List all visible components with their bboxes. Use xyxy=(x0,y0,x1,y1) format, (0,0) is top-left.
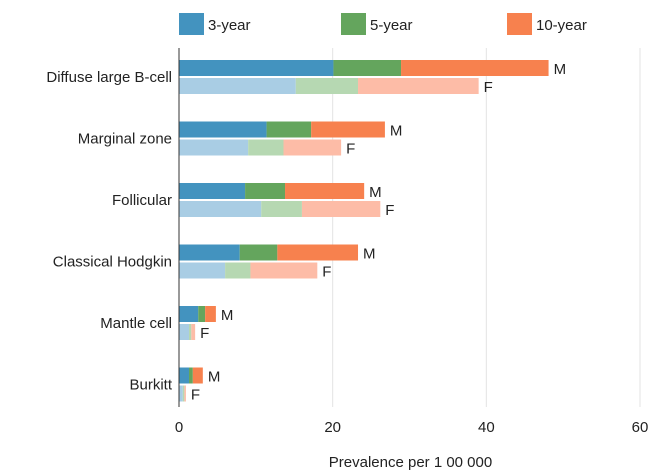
bar-follicular-m-10-year xyxy=(285,183,365,199)
bar-mantle-cell-m-3-year xyxy=(179,306,199,322)
x-tick-label-40: 40 xyxy=(478,419,495,436)
bar-mantle-cell-m-5-year xyxy=(198,306,206,322)
bar-diffuse-large-b-cell-m-5-year xyxy=(333,60,402,76)
x-tick-label-0: 0 xyxy=(175,419,183,436)
bar-follicular-m-5-year xyxy=(245,183,286,199)
category-label-diffuse-large-b-cell: Diffuse large B-cell xyxy=(46,69,172,86)
bar-mantle-cell-f-3-year xyxy=(179,324,189,340)
bar-classical-hodgkin-f-10-year xyxy=(250,262,318,279)
category-label-classical-hodgkin: Classical Hodgkin xyxy=(53,254,172,271)
bar-marginal-zone-f-10-year xyxy=(283,139,342,156)
legend-label-5-year: 5-year xyxy=(370,17,413,34)
x-tick-label-20: 20 xyxy=(324,419,341,436)
sex-label-diffuse-large-b-cell-f: F xyxy=(484,79,493,96)
bar-follicular-f-10-year xyxy=(301,201,381,217)
bar-burkitt-f-5-year xyxy=(182,385,185,402)
sex-label-classical-hodgkin-f: F xyxy=(322,264,331,281)
bar-burkitt-f-3-year xyxy=(179,385,183,402)
sex-label-burkitt-f: F xyxy=(191,387,200,404)
bar-classical-hodgkin-m-5-year xyxy=(239,244,278,261)
bar-marginal-zone-f-5-year xyxy=(248,139,284,156)
x-ticks: 0 20 40 60 xyxy=(175,419,649,436)
sex-label-follicular-m: M xyxy=(369,184,382,201)
bar-marginal-zone-m-3-year xyxy=(179,121,267,138)
bar-burkitt-m-3-year xyxy=(179,367,189,384)
legend: 3-year 5-year 10-year xyxy=(179,13,587,35)
gridlines xyxy=(332,48,641,407)
legend-swatch-5-year xyxy=(341,13,366,35)
bar-follicular-f-5-year xyxy=(261,201,302,217)
bar-mantle-cell-f-10-year xyxy=(191,324,196,340)
legend-label-3-year: 3-year xyxy=(208,17,251,34)
sex-label-mantle-cell-m: M xyxy=(221,307,234,324)
sex-label-classical-hodgkin-m: M xyxy=(363,246,376,263)
bar-marginal-zone-m-5-year xyxy=(266,121,312,138)
sex-label-burkitt-m: M xyxy=(208,369,221,386)
bar-diffuse-large-b-cell-f-3-year xyxy=(179,78,296,94)
category-label-follicular: Follicular xyxy=(112,192,172,209)
bar-diffuse-large-b-cell-m-3-year xyxy=(179,60,334,76)
bar-classical-hodgkin-m-10-year xyxy=(277,244,359,261)
x-axis-title: Prevalence per 1 00 000 xyxy=(329,454,492,471)
legend-swatch-10-year xyxy=(507,13,532,35)
bars xyxy=(179,60,549,402)
bar-burkitt-m-10-year xyxy=(192,367,203,384)
bar-mantle-cell-m-10-year xyxy=(205,306,216,322)
sex-label-marginal-zone-f: F xyxy=(346,141,355,158)
bar-classical-hodgkin-m-3-year xyxy=(179,244,240,261)
category-label-mantle-cell: Mantle cell xyxy=(100,315,172,332)
x-tick-label-60: 60 xyxy=(632,419,649,436)
sex-label-marginal-zone-m: M xyxy=(390,123,403,140)
bar-marginal-zone-f-3-year xyxy=(179,139,249,156)
bar-marginal-zone-m-10-year xyxy=(311,121,385,138)
category-labels: Diffuse large B-cell Marginal zone Follicu… xyxy=(46,69,172,394)
bar-classical-hodgkin-f-3-year xyxy=(179,262,226,279)
sex-label-mantle-cell-f: F xyxy=(200,325,209,342)
sex-label-diffuse-large-b-cell-m: M xyxy=(554,61,567,78)
sex-label-follicular-f: F xyxy=(385,202,394,219)
bar-diffuse-large-b-cell-m-10-year xyxy=(401,60,549,76)
bar-classical-hodgkin-f-5-year xyxy=(225,262,251,279)
bar-burkitt-f-10-year xyxy=(184,385,186,402)
legend-label-10-year: 10-year xyxy=(536,17,587,34)
legend-swatch-3-year xyxy=(179,13,204,35)
bar-burkitt-m-5-year xyxy=(188,367,193,384)
bar-diffuse-large-b-cell-f-10-year xyxy=(358,78,479,94)
bar-follicular-m-3-year xyxy=(179,183,246,199)
category-label-marginal-zone: Marginal zone xyxy=(78,131,172,148)
bar-diffuse-large-b-cell-f-5-year xyxy=(295,78,359,94)
bar-follicular-f-3-year xyxy=(179,201,262,217)
category-label-burkitt: Burkitt xyxy=(129,377,172,394)
bar-mantle-cell-f-5-year xyxy=(188,324,192,340)
